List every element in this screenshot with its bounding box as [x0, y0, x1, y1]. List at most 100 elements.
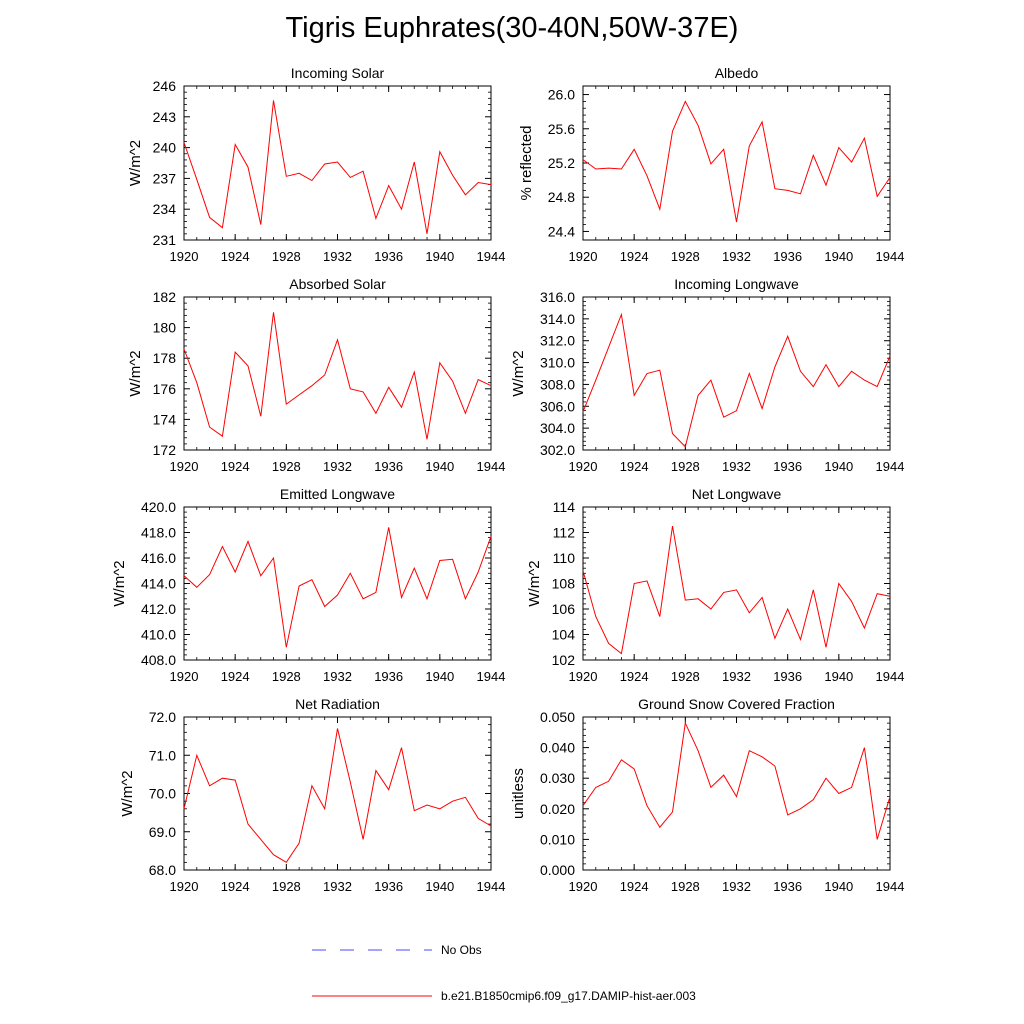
x-tick-label: 1928: [671, 459, 700, 474]
x-tick-label: 1920: [170, 879, 199, 894]
y-tick-label: 240: [153, 140, 177, 156]
y-tick-label: 316.0: [540, 289, 575, 305]
chart-title: Incoming Solar: [291, 65, 385, 81]
x-tick-label: 1924: [620, 249, 649, 264]
chart-title: Incoming Longwave: [674, 276, 799, 292]
x-tick-label: 1932: [722, 669, 751, 684]
x-tick-label: 1944: [876, 459, 905, 474]
y-tick-label: 237: [153, 170, 177, 186]
y-tick-label: 182: [153, 289, 177, 305]
x-tick-label: 1944: [876, 879, 905, 894]
y-tick-label: 25.2: [548, 155, 575, 171]
y-tick-label: 104: [552, 627, 576, 643]
x-tick-label: 1944: [477, 459, 506, 474]
x-tick-label: 1928: [671, 879, 700, 894]
y-tick-label: 172: [153, 442, 177, 458]
y-tick-label: 72.0: [149, 709, 176, 725]
series-line-model: [183, 728, 492, 863]
x-tick-label: 1940: [425, 249, 454, 264]
y-tick-label: 314.0: [540, 311, 575, 327]
chart-panel-5: 1920 1924 1928 1932 1936 1940 1944 408.0 410.0 41…: [111, 486, 505, 684]
y-tick-label: 24.4: [548, 223, 575, 239]
y-tick-label: 0.010: [540, 831, 575, 847]
y-tick-label: 231: [153, 232, 177, 248]
y-tick-label: 24.8: [548, 189, 575, 205]
x-tick-label: 1928: [671, 669, 700, 684]
plot-frame: [183, 506, 492, 661]
chart-panel-6: 1920 1924 1928 1932 1936 1940 1944 102 104 106 108…: [526, 486, 904, 684]
x-tick-label: 1928: [272, 669, 301, 684]
y-axis-label: W/m^2: [510, 350, 527, 396]
chart-title: Albedo: [715, 65, 759, 81]
x-tick-label: 1936: [773, 669, 802, 684]
y-tick-label: 414.0: [141, 576, 176, 592]
y-tick-label: 304.0: [540, 420, 575, 436]
x-tick-label: 1936: [374, 669, 403, 684]
series-line-model: [582, 100, 891, 223]
x-tick-label: 1932: [323, 249, 352, 264]
x-tick-label: 1924: [221, 669, 250, 684]
y-tick-label: 102: [552, 652, 576, 668]
y-axis-label: W/m^2: [127, 350, 144, 396]
chart-panel-7: 1920 1924 1928 1932 1936 1940 1944 68.0 69.0 70.0…: [119, 696, 505, 894]
x-tick-label: 1944: [876, 249, 905, 264]
x-tick-label: 1932: [722, 249, 751, 264]
x-tick-label: 1924: [620, 879, 649, 894]
chart-title: Ground Snow Covered Fraction: [638, 696, 835, 712]
x-tick-label: 1940: [425, 669, 454, 684]
series-line-model: [183, 312, 492, 440]
x-tick-label: 1936: [773, 879, 802, 894]
legend-model-label: b.e21.B1850cmip6.f09_g17.DAMIP-hist-aer.…: [441, 989, 696, 1003]
plot-frame: [183, 85, 492, 241]
plot-frame: [582, 296, 891, 451]
x-tick-label: 1932: [323, 879, 352, 894]
x-tick-label: 1940: [425, 459, 454, 474]
y-axis-label: W/m^2: [111, 560, 128, 606]
x-tick-label: 1928: [272, 879, 301, 894]
legend-obs-label: No Obs: [441, 943, 482, 957]
y-tick-label: 106: [552, 601, 576, 617]
y-tick-label: 174: [153, 411, 177, 427]
chart-title: Absorbed Solar: [289, 276, 386, 292]
y-tick-label: 408.0: [141, 652, 176, 668]
chart-panel-4: 1920 1924 1928 1932 1936 1940 1944 302.0 304.0 30…: [510, 276, 904, 474]
chart-title: Emitted Longwave: [280, 486, 395, 502]
series-line-model: [183, 527, 492, 648]
plot-frame: [582, 506, 891, 661]
x-tick-label: 1920: [170, 669, 199, 684]
x-tick-label: 1944: [876, 669, 905, 684]
x-tick-label: 1920: [569, 249, 598, 264]
y-tick-label: 234: [153, 201, 177, 217]
chart-title: Net Radiation: [295, 696, 380, 712]
y-tick-label: 0.040: [540, 740, 575, 756]
x-tick-label: 1936: [374, 249, 403, 264]
y-tick-label: 178: [153, 350, 177, 366]
x-tick-label: 1920: [170, 249, 199, 264]
page-title: Tigris Euphrates(30-40N,50W-37E): [285, 12, 739, 44]
x-tick-label: 1940: [425, 879, 454, 894]
x-tick-label: 1924: [221, 879, 250, 894]
x-tick-label: 1936: [374, 879, 403, 894]
x-tick-label: 1920: [569, 459, 598, 474]
x-tick-label: 1924: [620, 669, 649, 684]
x-tick-label: 1940: [824, 249, 853, 264]
x-tick-label: 1924: [221, 249, 250, 264]
y-tick-label: 243: [153, 109, 177, 125]
x-tick-label: 1944: [477, 669, 506, 684]
y-tick-label: 108: [552, 576, 576, 592]
y-tick-label: 312.0: [540, 333, 575, 349]
x-tick-label: 1928: [272, 249, 301, 264]
y-tick-label: 416.0: [141, 550, 176, 566]
series-line-model: [582, 721, 891, 840]
x-tick-label: 1940: [824, 459, 853, 474]
y-axis-label: unitless: [510, 768, 527, 819]
y-tick-label: 114: [553, 499, 576, 515]
y-tick-label: 180: [153, 320, 177, 336]
legend: No Obs b.e21.B1850cmip6.f09_g17.DAMIP-his…: [312, 943, 696, 1003]
chart-panel-3: 1920 1924 1928 1932 1936 1940 1944 172 174 176 178…: [127, 276, 505, 474]
y-tick-label: 420.0: [141, 499, 176, 515]
chart-panel-8: 1920 1924 1928 1932 1936 1940 1944 0.000 0.010 0.…: [510, 696, 904, 894]
y-axis-label: W/m^2: [127, 140, 144, 186]
x-tick-label: 1920: [569, 879, 598, 894]
x-tick-label: 1936: [374, 459, 403, 474]
